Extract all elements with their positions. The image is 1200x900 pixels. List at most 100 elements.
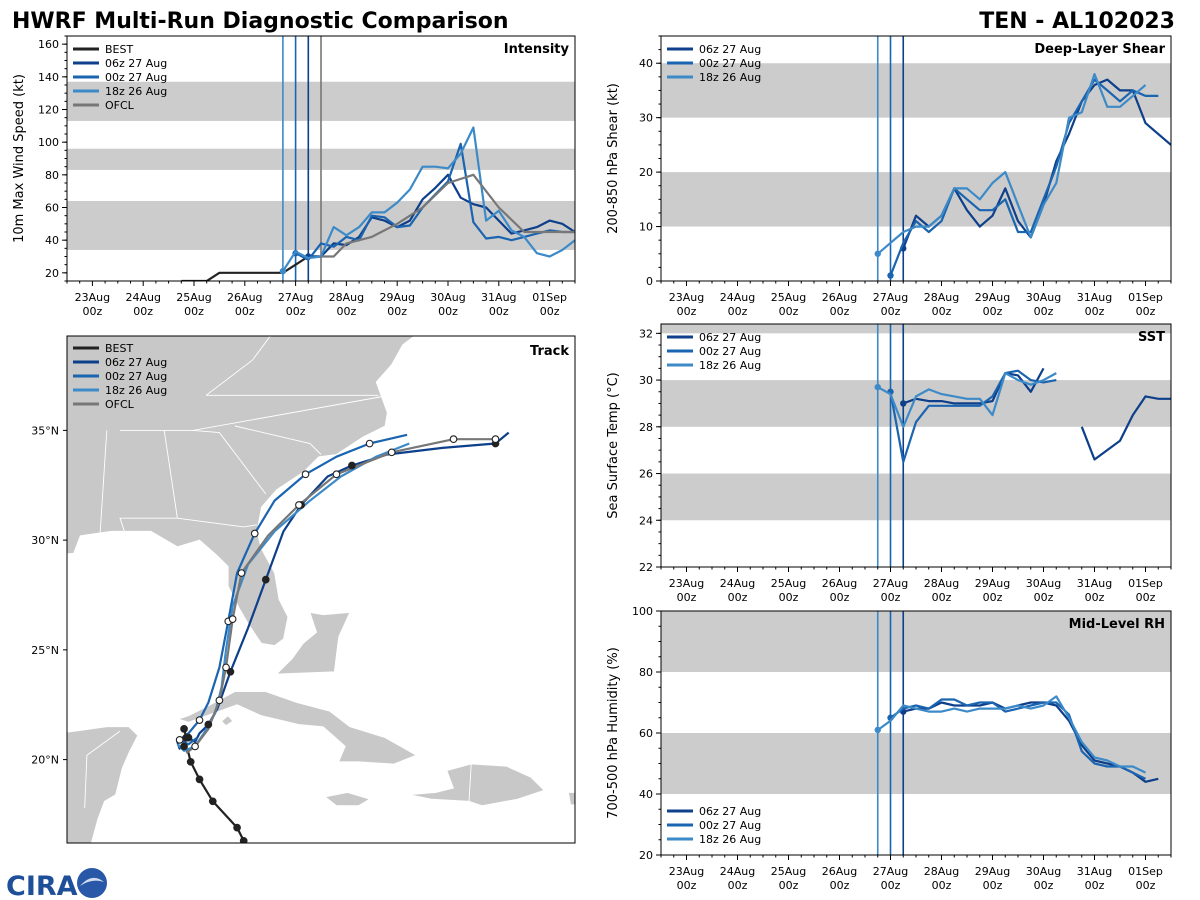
rh-xtick-date: 24Aug [720,865,755,878]
track-legend-label: BEST [105,342,133,355]
intensity-series-line-ofcl-0 [321,173,575,258]
shear-xtick-date: 01Sep [1128,291,1163,304]
land-cuba [177,691,417,765]
shear-xtick-hour: 00z [779,305,799,318]
intensity-xtick-date: 24Aug [125,291,160,304]
border-va-wv [205,336,271,396]
sst-ytick-label: 24 [639,514,653,527]
shear-xtick-hour: 00z [932,305,952,318]
track-point-r06z [184,733,193,742]
shear-series-line-r00z-0 [889,78,1159,277]
track-point-best [195,775,204,784]
rh-series-line-r00z-0 [889,698,1146,780]
track-point-ofcl [387,448,396,457]
intensity-xtick-hour: 00z [489,305,509,318]
track-lat-label: 30°N [31,534,59,547]
rh-xtick-date: 01Sep [1128,865,1163,878]
shear-init-point-r18z [874,250,881,257]
track-point-best [233,823,241,832]
track-point-ofcl [295,501,303,509]
sst-series-line-r06z-0 [902,367,1045,405]
shear-xtick-date: 30Aug [1026,291,1061,304]
track-legend-label: OFCL [105,398,135,411]
track-legend-label: 06z 27 Aug [105,356,167,369]
sst-band-0 [661,473,1171,521]
sst-init-point-r18z [874,383,881,391]
sst-xtick-date: 26Aug [822,577,857,590]
track-point-ofcl [228,615,237,623]
rh-xtick-hour: 00z [881,879,901,892]
figure-title: HWRF Multi-Run Diagnostic Comparison [12,9,509,34]
rh-xtick-hour: 00z [1136,879,1156,892]
track-point-r00z [175,735,184,744]
intensity-xtick-date: 01Sep [532,291,567,304]
intensity-ytick-label: 120 [38,104,59,117]
intensity-xtick-hour: 00z [286,305,306,318]
rh-band-0 [661,733,1171,794]
rh-xtick-hour: 00z [983,879,1003,892]
sst-xtick-hour: 00z [728,591,748,604]
sst-init-point-r06z [900,400,907,407]
shear-ytick-label: 10 [639,221,653,234]
rh-legend-label: 06z 27 Aug [699,805,761,818]
intensity-ytick-label: 40 [45,234,59,247]
border-ga-sc [192,429,267,495]
shear-xtick-hour: 00z [1034,305,1054,318]
track-axes-frame [66,335,576,844]
track-point-r06z [261,575,270,584]
intensity-legend-label: BEST [105,43,133,56]
sst-legend-label: 18z 26 Aug [699,359,761,372]
track-map-group [67,336,575,843]
intensity-xtick-date: 27Aug [278,291,313,304]
shear-xtick-date: 23Aug [669,291,704,304]
shear-xtick-hour: 00z [677,305,697,318]
track-lat-label: 35°N [31,424,59,437]
sst-xtick-date: 31Aug [1077,577,1112,590]
rh-legend-label: 00z 27 Aug [699,819,761,832]
track-point-r00z [195,716,204,724]
intensity-ytick-label: 140 [38,71,59,84]
border-mexico-states [84,730,121,808]
shear-init-point-r00z [887,272,894,279]
intensity-xtick-date: 26Aug [227,291,262,304]
rh-panel: 2040608010023Aug00z24Aug00z25Aug00z26Aug… [606,605,1172,892]
track-point-ofcl [215,696,224,705]
intensity-xtick-hour: 00z [438,305,458,318]
land-yucatan [67,726,139,843]
track-point-r06z [204,720,213,729]
intensity-xtick-hour: 00z [235,305,255,318]
sst-band-1 [661,380,1171,427]
rh-xtick-date: 30Aug [1026,865,1061,878]
intensity-xtick-hour: 00z [540,305,560,318]
rh-xtick-hour: 00z [830,879,850,892]
intensity-xtick-hour: 00z [184,305,204,318]
sst-xtick-hour: 00z [830,591,850,604]
rh-series-line-r18z-0 [877,695,1146,774]
shear-xtick-hour: 00z [881,305,901,318]
shear-panel: 01020304023Aug00z24Aug00z25Aug00z26Aug00… [606,35,1172,318]
cira-logo: CIRA [6,868,107,900]
shear-xtick-hour: 00z [830,305,850,318]
track-point-best [186,757,195,766]
sst-ytick-label: 32 [639,327,653,340]
shear-legend-label: 18z 26 Aug [699,71,761,84]
sst-ytick-label: 22 [639,561,653,574]
rh-xtick-hour: 00z [677,879,697,892]
track-point-ofcl [449,435,458,444]
shear-series-group [874,73,1171,279]
intensity-legend-label: OFCL [105,99,135,112]
land-isla-juventud [221,715,234,727]
intensity-ylabel: 10m Max Wind Speed (kt) [12,74,27,243]
track-point-ofcl [332,470,341,479]
intensity-ytick-label: 80 [45,169,59,182]
sst-xtick-hour: 00z [932,591,952,604]
land-puerto-rico [567,792,575,806]
intensity-ytick-label: 160 [38,38,59,51]
shear-xtick-hour: 00z [728,305,748,318]
rh-xtick-date: 23Aug [669,865,704,878]
rh-ytick-label: 20 [639,849,653,862]
shear-series-line-r18z-0 [877,73,1147,255]
